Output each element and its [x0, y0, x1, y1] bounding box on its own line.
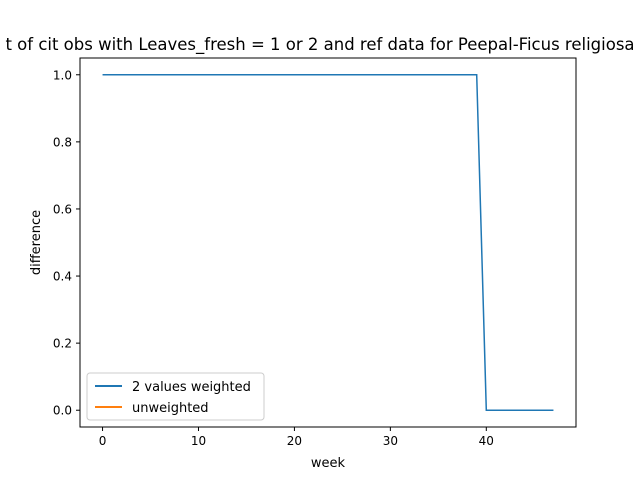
y-axis-ticks: 0.0 0.2 0.4 0.6 0.8 1.0: [53, 68, 80, 418]
legend: 2 values weighted unweighted: [86, 372, 265, 421]
x-tick-label: 10: [191, 434, 206, 448]
plot-area-frame: [79, 57, 577, 428]
y-axis-label: difference: [29, 210, 44, 275]
y-tick-label: 0.8: [53, 135, 72, 149]
legend-label-weighted: 2 values weighted: [132, 380, 251, 395]
y-tick-label: 0.4: [53, 270, 72, 284]
chart-title: t of cit obs with Leaves_fresh = 1 or 2 …: [5, 35, 634, 55]
x-tick-label: 30: [383, 434, 398, 448]
series-line-0: [102, 74, 554, 411]
x-axis-label: week: [311, 456, 346, 471]
legend-frame: [86, 372, 265, 421]
y-tick-label: 1.0: [53, 68, 72, 82]
x-axis-ticks: 0 10 20 30 40: [99, 427, 494, 448]
y-tick-label: 0.2: [53, 337, 72, 351]
legend-label-unweighted: unweighted: [132, 401, 209, 416]
x-tick-label: 20: [287, 434, 302, 448]
y-tick-label: 0.6: [53, 202, 72, 216]
series-layer: [102, 74, 554, 411]
x-tick-label: 0: [99, 434, 107, 448]
x-tick-label: 40: [479, 434, 494, 448]
y-tick-label: 0.0: [53, 404, 72, 418]
